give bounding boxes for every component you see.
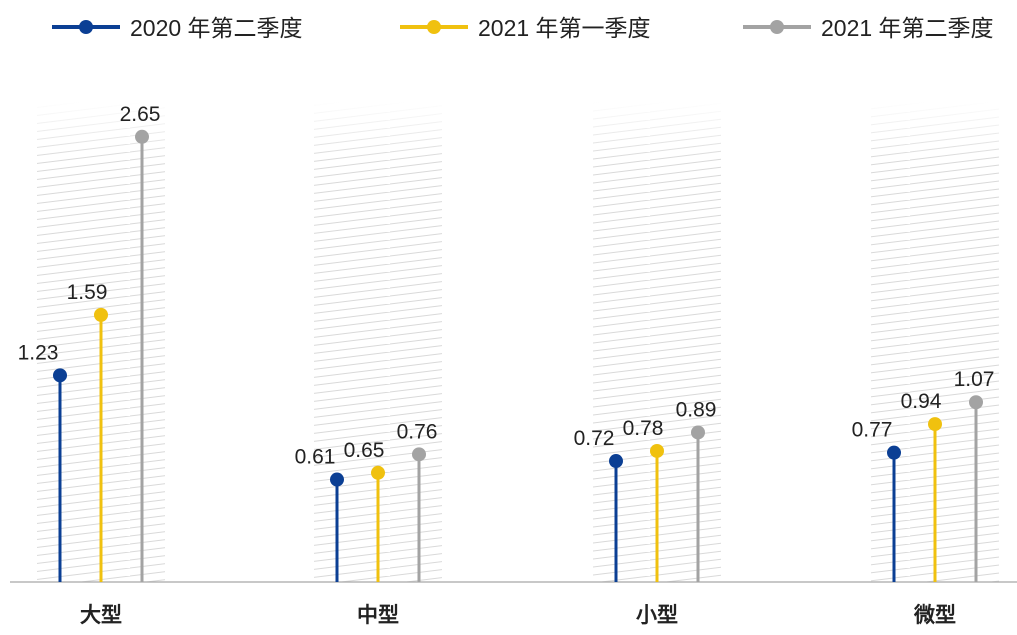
legend-marker — [770, 20, 784, 34]
data-label: 1.07 — [954, 368, 995, 391]
legend-label: 2021 年第一季度 — [478, 15, 651, 41]
lollipop-dot — [691, 425, 705, 440]
legend-item: 2020 年第二季度 — [52, 15, 303, 41]
x-tick-label: 大型 — [80, 604, 122, 627]
lollipop-dot — [412, 447, 426, 462]
data-label: 0.94 — [901, 390, 942, 413]
x-tick-label: 中型 — [357, 604, 399, 627]
lollipop-dot — [135, 129, 149, 144]
lollipop-dot — [94, 307, 108, 322]
legend-marker — [427, 20, 441, 34]
lollipop-dot — [53, 368, 67, 383]
data-label: 1.59 — [67, 281, 108, 304]
data-label: 2.65 — [120, 103, 161, 126]
data-label: 0.61 — [295, 446, 336, 469]
lollipop-dot — [969, 395, 983, 410]
lollipop-dot — [330, 472, 344, 487]
lollipop-dot — [887, 445, 901, 460]
legend: 2020 年第二季度 2021 年第一季度 2021 年第二季度 — [52, 15, 994, 41]
x-tick-label: 微型 — [913, 603, 956, 627]
x-axis: 大型 中型 小型 微型 — [10, 581, 1017, 627]
data-label: 0.76 — [397, 420, 438, 443]
legend-label: 2020 年第二季度 — [130, 15, 303, 41]
data-label: 0.78 — [623, 417, 664, 440]
data-marks: 1.23 0.61 0.72 0.77 1.59 0.65 0.78 0.94 2.65 0.76… — [18, 103, 995, 582]
legend-label: 2021 年第二季度 — [821, 15, 994, 41]
lollipop-dot — [650, 443, 664, 458]
lollipop-dot — [371, 465, 385, 480]
legend-marker — [79, 20, 93, 34]
lollipop-dot — [928, 417, 942, 432]
legend-item: 2021 年第一季度 — [400, 15, 651, 41]
data-label: 0.77 — [852, 419, 893, 442]
x-tick-label: 小型 — [636, 604, 678, 627]
data-label: 0.72 — [574, 427, 615, 450]
legend-item: 2021 年第二季度 — [743, 15, 994, 41]
hatched-backgrounds — [37, 102, 999, 582]
data-label: 0.65 — [344, 439, 385, 462]
data-label: 1.23 — [18, 341, 59, 364]
lollipop-dot — [609, 454, 623, 469]
data-label: 0.89 — [676, 398, 717, 421]
